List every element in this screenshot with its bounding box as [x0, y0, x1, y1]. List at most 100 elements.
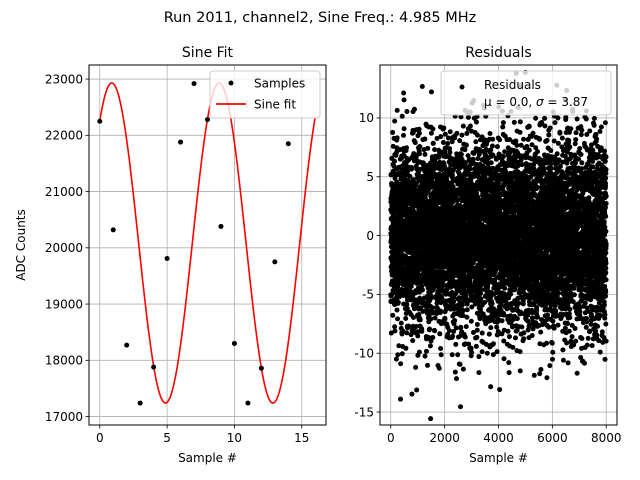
residual-point [464, 314, 470, 320]
residual-point [413, 364, 419, 370]
residual-point [390, 129, 396, 135]
residual-point [497, 387, 503, 393]
residual-point [428, 416, 434, 422]
sample-point [231, 340, 237, 346]
sample-point [124, 342, 130, 348]
residual-point [393, 356, 399, 362]
sine-fit-xtick-label: 10 [227, 431, 242, 445]
residual-point [488, 160, 494, 166]
sample-point [205, 117, 210, 123]
residual-point [413, 180, 419, 186]
residual-point [460, 123, 466, 129]
sine-fit-ytick-label: 21000 [45, 185, 83, 199]
residual-point [395, 352, 401, 358]
sine-fit-title: Sine Fit [182, 45, 234, 61]
residual-point [416, 349, 422, 355]
residual-point [401, 97, 407, 103]
residual-point [390, 312, 396, 318]
residual-point [484, 350, 490, 356]
residual-point [488, 325, 494, 331]
residual-point [399, 351, 405, 357]
sine-fit-ylabel: ADC Counts [14, 209, 28, 281]
residual-point [404, 109, 410, 115]
residual-point [446, 328, 452, 334]
sine-fit-ytick-label: 19000 [45, 297, 83, 311]
sample-point [258, 365, 264, 371]
residual-point [416, 151, 422, 157]
residual-point [395, 316, 401, 322]
residual-point [489, 301, 495, 307]
residual-point [410, 338, 416, 344]
residual-point [460, 366, 466, 372]
residual-point [486, 331, 492, 337]
residual-point [419, 328, 425, 334]
residual-point [453, 341, 459, 347]
residual-point [410, 294, 416, 300]
residual-point [430, 140, 436, 146]
residual-point [410, 130, 416, 136]
sample-point [272, 259, 278, 265]
residual-point [473, 139, 479, 145]
residual-point [505, 328, 511, 334]
sine-fit-line [98, 82, 317, 404]
sine-fit-ytick-label: 23000 [45, 72, 83, 86]
sample-point [97, 118, 103, 124]
residual-point [490, 341, 496, 347]
residuals-title: Residuals [465, 45, 531, 61]
residual-point [396, 294, 402, 300]
residual-point [452, 318, 458, 324]
residual-point [394, 107, 400, 113]
residual-point [400, 328, 406, 334]
residual-point [407, 173, 413, 179]
residual-point [447, 129, 453, 135]
residual-point [473, 343, 479, 349]
sine-fit-ytick-label: 17000 [45, 410, 83, 424]
residual-point [412, 106, 417, 112]
residual-point [460, 308, 466, 314]
residual-point [395, 284, 401, 290]
residual-point [500, 120, 506, 126]
residual-point [510, 344, 516, 350]
sine-fit-xtick-label: 15 [294, 431, 309, 445]
residual-point [474, 334, 480, 340]
residual-point [400, 132, 406, 138]
residual-point [415, 333, 421, 339]
residual-point [427, 343, 433, 349]
sample-point [245, 400, 251, 406]
residual-point [499, 318, 505, 324]
residual-point [449, 352, 455, 358]
residual-point [396, 343, 402, 349]
sine-fit-ticks: 0 5 10 151700018000190002000021000220002300… [45, 72, 310, 445]
residual-point [404, 302, 410, 308]
sine-fit-series [97, 81, 317, 406]
residual-point [432, 315, 438, 321]
sample-point [218, 223, 224, 229]
residual-point [422, 151, 428, 157]
residual-point [401, 126, 407, 132]
residual-point [416, 130, 422, 136]
residual-point [438, 345, 444, 351]
legend-samples-label: Samples [254, 77, 305, 91]
residual-point [442, 315, 448, 321]
residual-point [447, 149, 453, 155]
residual-point [437, 331, 443, 337]
residual-point [437, 308, 443, 314]
residual-point [474, 321, 480, 327]
residual-point [464, 307, 470, 313]
residual-point [516, 300, 522, 306]
residual-point [432, 328, 438, 334]
residual-point [511, 119, 517, 125]
residual-point [398, 361, 404, 367]
residual-point [439, 284, 445, 290]
residual-point [458, 404, 464, 410]
residual-point [487, 130, 493, 136]
residual-point [438, 134, 444, 140]
residual-point [478, 296, 484, 302]
residual-point [514, 316, 520, 322]
residual-point [403, 315, 409, 321]
residual-point [479, 349, 485, 355]
residual-point [422, 353, 428, 359]
residual-point [465, 114, 471, 120]
sample-point [178, 139, 184, 145]
